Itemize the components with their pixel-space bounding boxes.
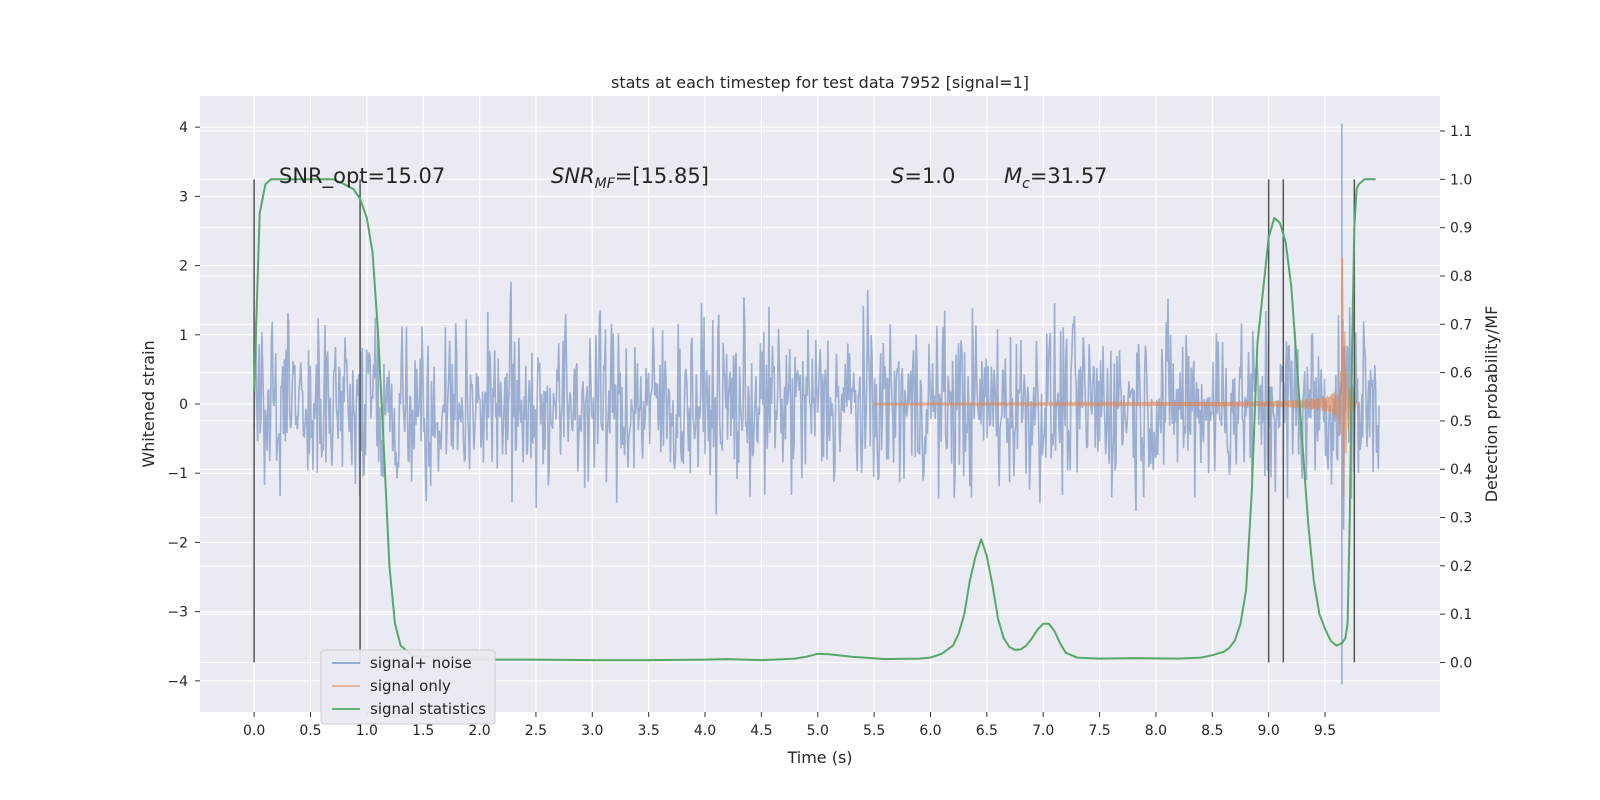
x-tick-label: 0.5 [299, 723, 321, 739]
s-symbol: S [891, 164, 904, 188]
y-tick-label: 2 [179, 259, 188, 275]
x-tick-label: 3.5 [638, 723, 660, 739]
y2-tick-label: 0.1 [1450, 607, 1472, 623]
signal-trace [873, 257, 1358, 498]
y-axis-label: Whitened strain [139, 340, 158, 467]
x-axis-label: Time (s) [786, 748, 852, 767]
y-tick-label: 1 [179, 328, 188, 344]
x-tick-label: 2.5 [525, 723, 547, 739]
y2-tick-label: 0.9 [1450, 221, 1472, 237]
snr-mf-subscript: MF [595, 176, 616, 192]
annotation-mc: Mc=31.57 [1004, 164, 1108, 192]
y2-tick-label: 0.5 [1450, 414, 1472, 430]
y2-tick-label: 0.0 [1450, 655, 1472, 671]
y-tick-label: −1 [167, 466, 188, 482]
legend-box [320, 649, 496, 725]
y-tick-label: −2 [167, 535, 188, 551]
y2-tick-label: 0.3 [1450, 511, 1472, 527]
annotation-s: S=1.0 [891, 164, 955, 188]
y-tick-label: 0 [179, 397, 188, 413]
x-tick-label: 1.0 [356, 723, 378, 739]
series-signal-statistics [253, 178, 1376, 662]
noise-trace [253, 123, 1380, 685]
legend-label-signal: signal only [370, 677, 451, 695]
y-tick-label: −4 [167, 674, 188, 690]
x-tick-label: 7.0 [1032, 723, 1054, 739]
snr-mf-value: =[15.85] [615, 164, 709, 188]
mc-subscript: c [1022, 176, 1030, 192]
x-tick-label: 7.5 [1088, 723, 1110, 739]
y2-tick-label: 0.2 [1450, 559, 1472, 575]
annotation-snr-mf: SNRMF=[15.85] [551, 164, 709, 192]
s-value: =1.0 [904, 164, 955, 188]
y2-tick-label: 1.1 [1450, 124, 1472, 140]
legend-label-stats: signal statistics [370, 700, 486, 718]
mc-value: =31.57 [1030, 164, 1108, 188]
y-tick-label: 3 [179, 189, 188, 205]
x-tick-label: 0.0 [243, 723, 265, 739]
legend: signal+ noise signal only signal statist… [320, 649, 496, 725]
series-signal-plus-noise [253, 123, 1380, 685]
x-tick-label: 6.5 [976, 723, 998, 739]
x-tick-label: 9.0 [1258, 723, 1280, 739]
x-tick-label: 5.0 [807, 723, 829, 739]
y2-tick-label: 0.4 [1450, 462, 1472, 478]
y2-tick-label: 0.7 [1450, 317, 1472, 333]
annotation-snr-opt: SNR_opt=15.07 [279, 164, 445, 189]
x-tick-label: 4.0 [694, 723, 716, 739]
chart-title: stats at each timestep for test data 795… [611, 73, 1029, 92]
series-signal-only [873, 257, 1358, 498]
y2-tick-label: 1.0 [1450, 172, 1472, 188]
y2-axis-label: Detection probability/MF [1482, 306, 1501, 503]
axis-ticks: 0.0 0.5 1.0 1.5 2.0 2.5 3.0 3.5 4.0 4.5 5.0 5.5 6.0 6… [167, 120, 1472, 739]
x-tick-label: 6.0 [919, 723, 941, 739]
statistics-line [253, 178, 1376, 662]
x-tick-label: 1.5 [412, 723, 434, 739]
y-tick-label: 4 [179, 120, 188, 136]
mc-symbol: M [1004, 164, 1022, 188]
x-tick-label: 4.5 [750, 723, 772, 739]
x-tick-label: 5.5 [863, 723, 885, 739]
legend-label-noise: signal+ noise [370, 654, 472, 672]
x-tick-label: 3.0 [581, 723, 603, 739]
y-tick-label: −3 [167, 605, 188, 621]
snr-mf-symbol: SNR [551, 164, 595, 188]
y2-tick-label: 0.6 [1450, 366, 1472, 382]
y2-tick-label: 0.8 [1450, 269, 1472, 285]
x-tick-label: 8.0 [1145, 723, 1167, 739]
x-tick-label: 8.5 [1201, 723, 1223, 739]
x-tick-label: 9.5 [1314, 723, 1336, 739]
x-tick-label: 2.0 [468, 723, 490, 739]
